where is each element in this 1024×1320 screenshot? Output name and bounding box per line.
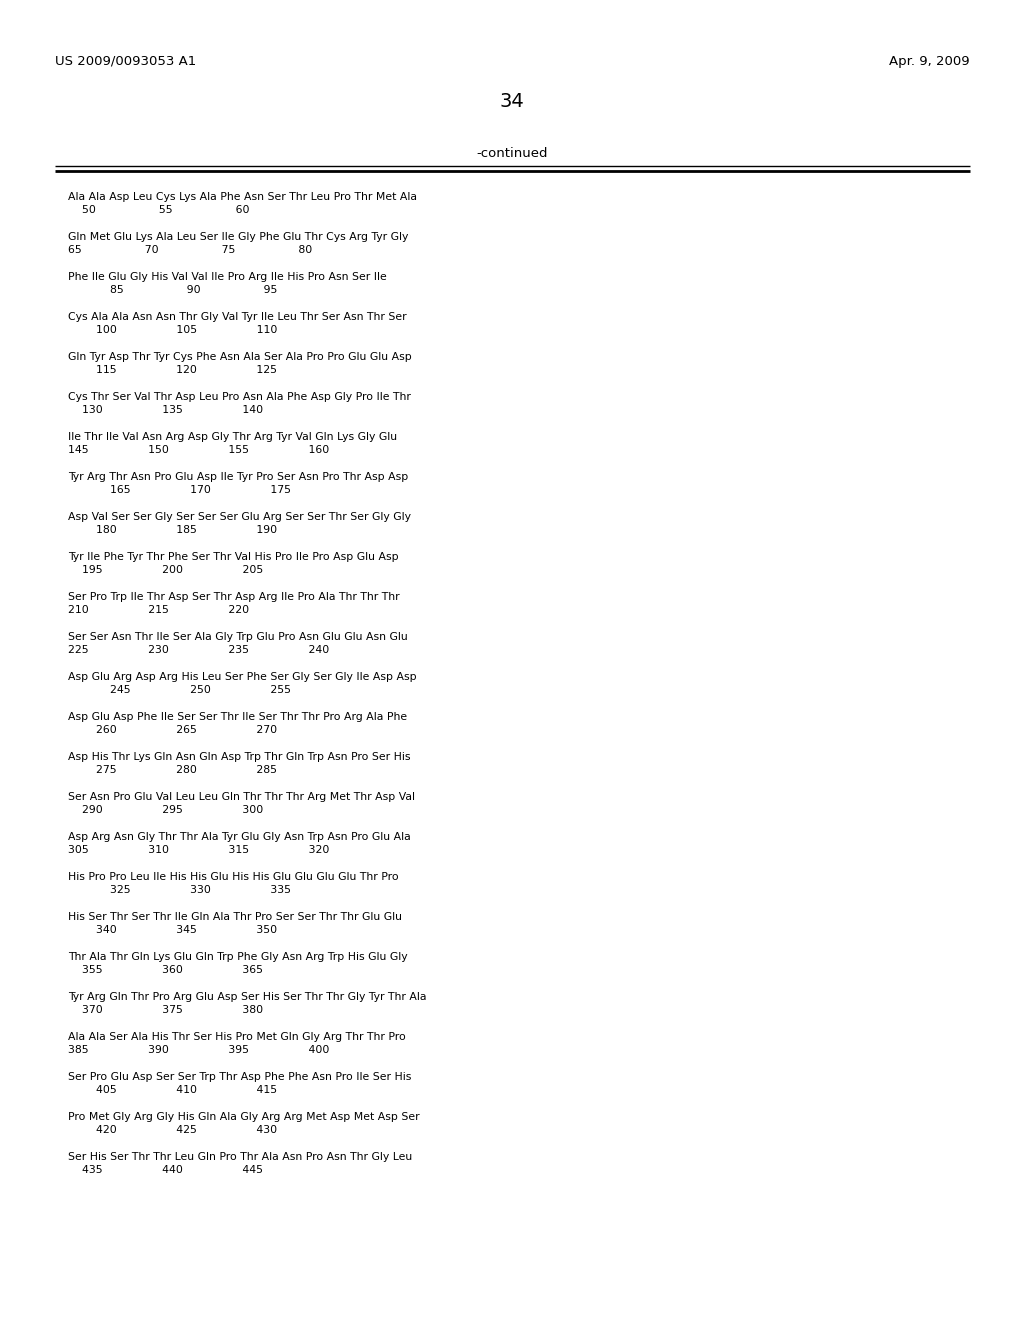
Text: His Pro Pro Leu Ile His His Glu His His Glu Glu Glu Glu Thr Pro: His Pro Pro Leu Ile His His Glu His His … bbox=[68, 873, 398, 882]
Text: -continued: -continued bbox=[476, 147, 548, 160]
Text: Pro Met Gly Arg Gly His Gln Ala Gly Arg Arg Met Asp Met Asp Ser: Pro Met Gly Arg Gly His Gln Ala Gly Arg … bbox=[68, 1111, 420, 1122]
Text: 385                 390                 395                 400: 385 390 395 400 bbox=[68, 1045, 330, 1055]
Text: 355                 360                 365: 355 360 365 bbox=[68, 965, 263, 975]
Text: 165                 170                 175: 165 170 175 bbox=[68, 484, 291, 495]
Text: Asp Glu Asp Phe Ile Ser Ser Thr Ile Ser Thr Thr Pro Arg Ala Phe: Asp Glu Asp Phe Ile Ser Ser Thr Ile Ser … bbox=[68, 711, 408, 722]
Text: Ala Ala Asp Leu Cys Lys Ala Phe Asn Ser Thr Leu Pro Thr Met Ala: Ala Ala Asp Leu Cys Lys Ala Phe Asn Ser … bbox=[68, 191, 417, 202]
Text: US 2009/0093053 A1: US 2009/0093053 A1 bbox=[55, 55, 197, 69]
Text: 245                 250                 255: 245 250 255 bbox=[68, 685, 291, 696]
Text: 130                 135                 140: 130 135 140 bbox=[68, 405, 263, 414]
Text: 145                 150                 155                 160: 145 150 155 160 bbox=[68, 445, 330, 455]
Text: 290                 295                 300: 290 295 300 bbox=[68, 805, 263, 814]
Text: Tyr Arg Gln Thr Pro Arg Glu Asp Ser His Ser Thr Thr Gly Tyr Thr Ala: Tyr Arg Gln Thr Pro Arg Glu Asp Ser His … bbox=[68, 993, 427, 1002]
Text: 65                  70                  75                  80: 65 70 75 80 bbox=[68, 246, 312, 255]
Text: 405                 410                 415: 405 410 415 bbox=[68, 1085, 278, 1096]
Text: Ser Ser Asn Thr Ile Ser Ala Gly Trp Glu Pro Asn Glu Glu Asn Glu: Ser Ser Asn Thr Ile Ser Ala Gly Trp Glu … bbox=[68, 632, 408, 642]
Text: Apr. 9, 2009: Apr. 9, 2009 bbox=[890, 55, 970, 69]
Text: Thr Ala Thr Gln Lys Glu Gln Trp Phe Gly Asn Arg Trp His Glu Gly: Thr Ala Thr Gln Lys Glu Gln Trp Phe Gly … bbox=[68, 952, 408, 962]
Text: 260                 265                 270: 260 265 270 bbox=[68, 725, 278, 735]
Text: Ile Thr Ile Val Asn Arg Asp Gly Thr Arg Tyr Val Gln Lys Gly Glu: Ile Thr Ile Val Asn Arg Asp Gly Thr Arg … bbox=[68, 432, 397, 442]
Text: 180                 185                 190: 180 185 190 bbox=[68, 525, 278, 535]
Text: 115                 120                 125: 115 120 125 bbox=[68, 366, 278, 375]
Text: Cys Ala Ala Asn Asn Thr Gly Val Tyr Ile Leu Thr Ser Asn Thr Ser: Cys Ala Ala Asn Asn Thr Gly Val Tyr Ile … bbox=[68, 312, 407, 322]
Text: Cys Thr Ser Val Thr Asp Leu Pro Asn Ala Phe Asp Gly Pro Ile Thr: Cys Thr Ser Val Thr Asp Leu Pro Asn Ala … bbox=[68, 392, 411, 403]
Text: Asp His Thr Lys Gln Asn Gln Asp Trp Thr Gln Trp Asn Pro Ser His: Asp His Thr Lys Gln Asn Gln Asp Trp Thr … bbox=[68, 752, 411, 762]
Text: Asp Val Ser Ser Gly Ser Ser Ser Glu Arg Ser Ser Thr Ser Gly Gly: Asp Val Ser Ser Gly Ser Ser Ser Glu Arg … bbox=[68, 512, 411, 521]
Text: 305                 310                 315                 320: 305 310 315 320 bbox=[68, 845, 330, 855]
Text: Phe Ile Glu Gly His Val Val Ile Pro Arg Ile His Pro Asn Ser Ile: Phe Ile Glu Gly His Val Val Ile Pro Arg … bbox=[68, 272, 387, 282]
Text: 210                 215                 220: 210 215 220 bbox=[68, 605, 249, 615]
Text: Tyr Arg Thr Asn Pro Glu Asp Ile Tyr Pro Ser Asn Pro Thr Asp Asp: Tyr Arg Thr Asn Pro Glu Asp Ile Tyr Pro … bbox=[68, 473, 409, 482]
Text: Ser Pro Glu Asp Ser Ser Trp Thr Asp Phe Phe Asn Pro Ile Ser His: Ser Pro Glu Asp Ser Ser Trp Thr Asp Phe … bbox=[68, 1072, 412, 1082]
Text: 195                 200                 205: 195 200 205 bbox=[68, 565, 263, 576]
Text: His Ser Thr Ser Thr Ile Gln Ala Thr Pro Ser Ser Thr Thr Glu Glu: His Ser Thr Ser Thr Ile Gln Ala Thr Pro … bbox=[68, 912, 402, 921]
Text: 34: 34 bbox=[500, 92, 524, 111]
Text: 325                 330                 335: 325 330 335 bbox=[68, 884, 291, 895]
Text: Gln Tyr Asp Thr Tyr Cys Phe Asn Ala Ser Ala Pro Pro Glu Glu Asp: Gln Tyr Asp Thr Tyr Cys Phe Asn Ala Ser … bbox=[68, 352, 412, 362]
Text: Ala Ala Ser Ala His Thr Ser His Pro Met Gln Gly Arg Thr Thr Pro: Ala Ala Ser Ala His Thr Ser His Pro Met … bbox=[68, 1032, 406, 1041]
Text: 85                  90                  95: 85 90 95 bbox=[68, 285, 278, 294]
Text: Tyr Ile Phe Tyr Thr Phe Ser Thr Val His Pro Ile Pro Asp Glu Asp: Tyr Ile Phe Tyr Thr Phe Ser Thr Val His … bbox=[68, 552, 398, 562]
Text: 50                  55                  60: 50 55 60 bbox=[68, 205, 250, 215]
Text: Ser His Ser Thr Thr Leu Gln Pro Thr Ala Asn Pro Asn Thr Gly Leu: Ser His Ser Thr Thr Leu Gln Pro Thr Ala … bbox=[68, 1152, 413, 1162]
Text: Gln Met Glu Lys Ala Leu Ser Ile Gly Phe Glu Thr Cys Arg Tyr Gly: Gln Met Glu Lys Ala Leu Ser Ile Gly Phe … bbox=[68, 232, 409, 242]
Text: 275                 280                 285: 275 280 285 bbox=[68, 766, 278, 775]
Text: 370                 375                 380: 370 375 380 bbox=[68, 1005, 263, 1015]
Text: Ser Pro Trp Ile Thr Asp Ser Thr Asp Arg Ile Pro Ala Thr Thr Thr: Ser Pro Trp Ile Thr Asp Ser Thr Asp Arg … bbox=[68, 591, 399, 602]
Text: Asp Glu Arg Asp Arg His Leu Ser Phe Ser Gly Ser Gly Ile Asp Asp: Asp Glu Arg Asp Arg His Leu Ser Phe Ser … bbox=[68, 672, 417, 682]
Text: 435                 440                 445: 435 440 445 bbox=[68, 1166, 263, 1175]
Text: 420                 425                 430: 420 425 430 bbox=[68, 1125, 278, 1135]
Text: 225                 230                 235                 240: 225 230 235 240 bbox=[68, 645, 330, 655]
Text: Asp Arg Asn Gly Thr Thr Ala Tyr Glu Gly Asn Trp Asn Pro Glu Ala: Asp Arg Asn Gly Thr Thr Ala Tyr Glu Gly … bbox=[68, 832, 411, 842]
Text: Ser Asn Pro Glu Val Leu Leu Gln Thr Thr Thr Arg Met Thr Asp Val: Ser Asn Pro Glu Val Leu Leu Gln Thr Thr … bbox=[68, 792, 415, 803]
Text: 100                 105                 110: 100 105 110 bbox=[68, 325, 278, 335]
Text: 340                 345                 350: 340 345 350 bbox=[68, 925, 278, 935]
